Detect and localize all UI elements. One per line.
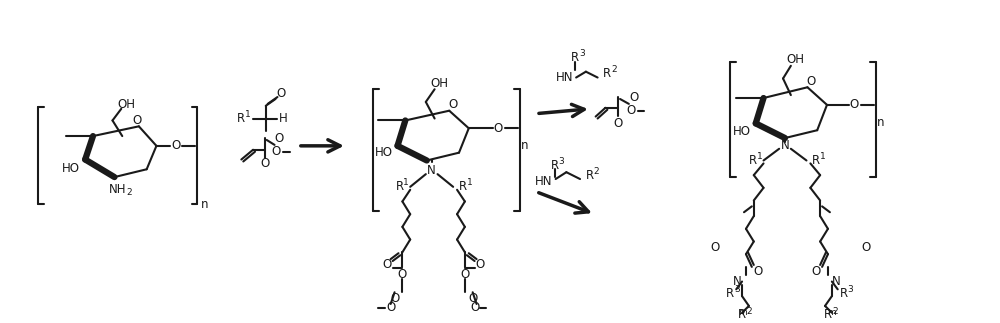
Text: N: N <box>832 275 841 288</box>
Text: R: R <box>551 159 559 172</box>
Text: O: O <box>710 241 719 254</box>
Text: HO: HO <box>375 146 393 159</box>
Text: R: R <box>824 308 832 321</box>
Text: OH: OH <box>117 98 135 111</box>
Text: O: O <box>807 75 816 88</box>
Text: 1: 1 <box>467 178 473 187</box>
Text: R: R <box>603 67 611 80</box>
Text: R: R <box>726 287 734 300</box>
Text: NH: NH <box>109 183 126 196</box>
Text: O: O <box>468 292 477 305</box>
Text: H: H <box>279 112 288 125</box>
Text: 3: 3 <box>848 285 853 294</box>
Text: R: R <box>459 180 467 193</box>
Text: HO: HO <box>733 125 751 138</box>
Text: 1: 1 <box>403 178 409 187</box>
Text: O: O <box>260 157 269 170</box>
Text: 2: 2 <box>746 307 752 316</box>
Text: N: N <box>781 139 789 152</box>
Text: n: n <box>201 198 208 211</box>
Text: O: O <box>753 265 762 278</box>
Text: O: O <box>629 90 638 104</box>
Text: R: R <box>571 50 579 64</box>
Text: O: O <box>275 131 284 144</box>
Text: R: R <box>840 287 848 300</box>
Text: OH: OH <box>787 53 805 67</box>
Text: R: R <box>812 154 820 167</box>
Text: R: R <box>395 180 404 193</box>
Text: R: R <box>738 308 746 321</box>
Text: 2: 2 <box>832 307 838 316</box>
Text: 1: 1 <box>245 110 251 119</box>
Text: O: O <box>812 265 821 278</box>
Text: n: n <box>877 116 884 129</box>
Text: O: O <box>449 98 458 111</box>
Text: N: N <box>427 164 436 177</box>
Text: HN: HN <box>535 175 553 188</box>
Text: 2: 2 <box>611 65 617 74</box>
Text: OH: OH <box>430 77 448 90</box>
Text: O: O <box>850 98 859 111</box>
Text: m: m <box>827 308 836 317</box>
Text: R: R <box>749 154 757 167</box>
Text: 2: 2 <box>594 167 599 176</box>
Text: 3: 3 <box>559 157 564 166</box>
Text: O: O <box>132 114 142 127</box>
Text: 1: 1 <box>757 152 763 161</box>
Text: O: O <box>277 87 286 99</box>
Text: O: O <box>476 258 485 271</box>
Text: O: O <box>398 268 407 281</box>
Text: O: O <box>386 301 395 314</box>
Text: m: m <box>738 308 746 317</box>
Text: O: O <box>460 268 469 281</box>
Text: O: O <box>272 145 281 158</box>
Text: O: O <box>382 258 391 271</box>
Text: O: O <box>626 104 635 117</box>
Text: 3: 3 <box>579 49 585 57</box>
Text: O: O <box>861 241 871 254</box>
Text: HO: HO <box>62 162 80 175</box>
Text: O: O <box>470 301 479 314</box>
Text: O: O <box>493 122 503 135</box>
Text: 3: 3 <box>734 285 740 294</box>
Text: 2: 2 <box>126 188 132 197</box>
Text: O: O <box>171 139 181 152</box>
Text: n: n <box>521 139 528 152</box>
Text: R: R <box>586 169 594 182</box>
Text: O: O <box>613 117 623 130</box>
Text: 1: 1 <box>820 152 826 161</box>
Text: HN: HN <box>556 71 573 84</box>
Text: O: O <box>390 292 399 305</box>
Text: R: R <box>237 112 245 125</box>
Text: N: N <box>733 275 742 288</box>
